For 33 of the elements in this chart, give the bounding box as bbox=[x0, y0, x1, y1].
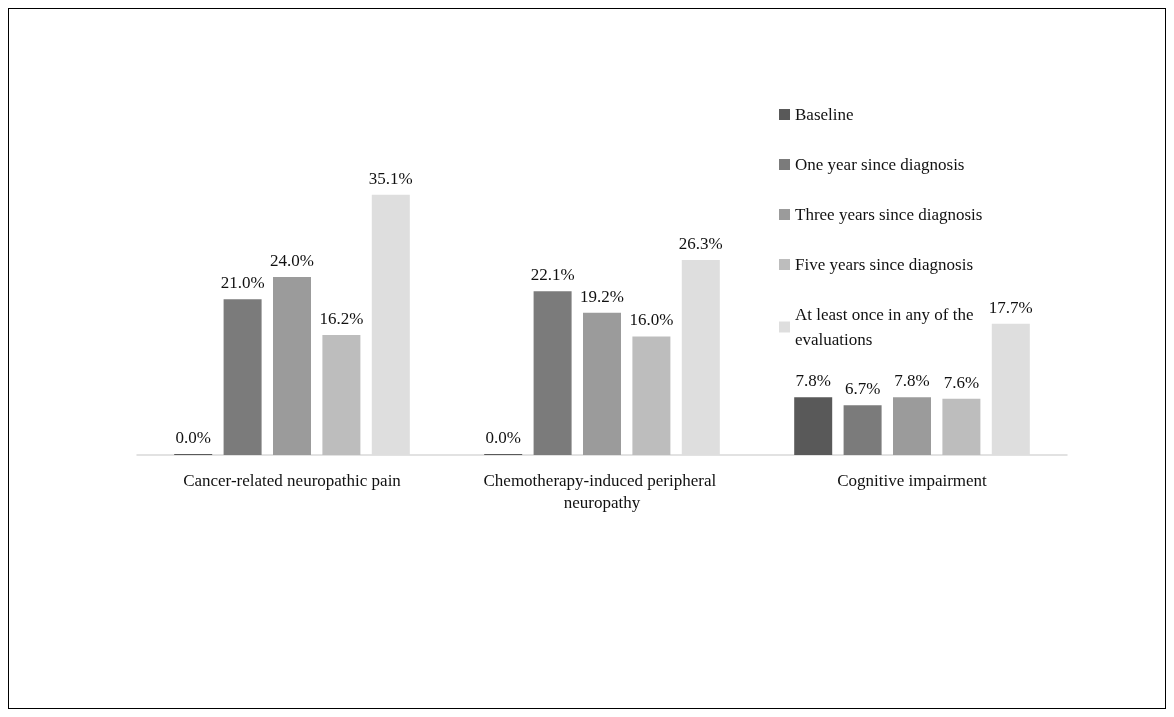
legend-label: One year since diagnosis bbox=[795, 155, 965, 174]
data-label: 19.2% bbox=[580, 286, 624, 306]
data-label: 16.0% bbox=[629, 310, 674, 330]
bar bbox=[223, 299, 262, 455]
data-label: 35.1% bbox=[368, 168, 413, 188]
legend-label: At least once in any of the evaluations bbox=[795, 305, 978, 349]
legend-label: Three years since diagnosis bbox=[795, 205, 983, 224]
data-label: 26.3% bbox=[678, 234, 723, 254]
bar bbox=[794, 397, 833, 455]
bar bbox=[843, 405, 882, 455]
data-label: 6.7% bbox=[844, 379, 881, 399]
bar bbox=[533, 291, 572, 455]
data-label: 7.8% bbox=[894, 371, 930, 391]
bar bbox=[273, 277, 311, 455]
data-label: 24.0% bbox=[270, 251, 314, 271]
bar bbox=[942, 398, 981, 455]
x-tick-label: Cognitive impairment bbox=[837, 470, 988, 490]
data-label: 16.2% bbox=[319, 308, 364, 328]
legend-label: Five years since diagnosis bbox=[795, 255, 973, 274]
bar bbox=[632, 336, 671, 455]
data-label: 22.1% bbox=[530, 265, 575, 285]
data-label: 0.0% bbox=[485, 428, 521, 447]
x-tick-label: Chemotherapy-induced peripheral neuropathy bbox=[483, 470, 721, 512]
data-label: 0.0% bbox=[175, 428, 211, 447]
bar bbox=[583, 312, 621, 455]
data-label: 7.8% bbox=[795, 371, 831, 391]
data-label: 7.6% bbox=[943, 372, 980, 392]
data-label: 17.7% bbox=[988, 297, 1033, 317]
data-label: 21.0% bbox=[220, 273, 265, 293]
bar bbox=[893, 397, 931, 455]
bar bbox=[322, 334, 361, 455]
x-tick-label: Cancer-related neuropathic pain bbox=[183, 470, 402, 490]
legend-label: Baseline bbox=[795, 105, 854, 124]
